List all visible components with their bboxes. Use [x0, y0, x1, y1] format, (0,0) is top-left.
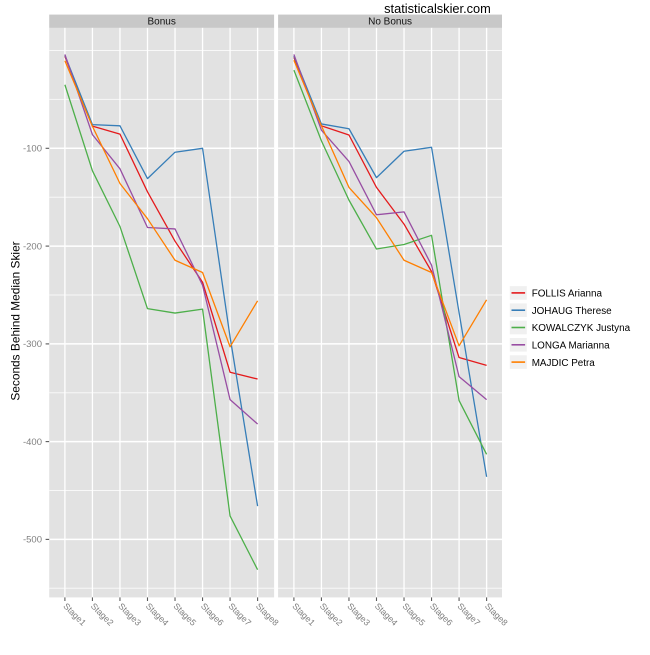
svg-text:Seconds Behind Median Skier: Seconds Behind Median Skier [9, 241, 23, 400]
svg-text:-200: -200 [23, 241, 42, 252]
svg-text:MAJDIC Petra: MAJDIC Petra [532, 358, 596, 369]
svg-text:-400: -400 [23, 437, 42, 448]
svg-text:LONGA Marianna: LONGA Marianna [532, 341, 610, 352]
svg-text:statisticalskier.com: statisticalskier.com [384, 1, 491, 16]
svg-text:KOWALCZYK Justyna: KOWALCZYK Justyna [532, 323, 631, 334]
svg-text:JOHAUG Therese: JOHAUG Therese [532, 306, 612, 317]
svg-text:-100: -100 [23, 144, 42, 155]
svg-text:-500: -500 [23, 535, 42, 546]
svg-text:-300: -300 [23, 339, 42, 350]
svg-text:FOLLIS Arianna: FOLLIS Arianna [532, 289, 603, 300]
svg-text:No Bonus: No Bonus [368, 17, 412, 28]
svg-text:Bonus: Bonus [148, 17, 176, 28]
